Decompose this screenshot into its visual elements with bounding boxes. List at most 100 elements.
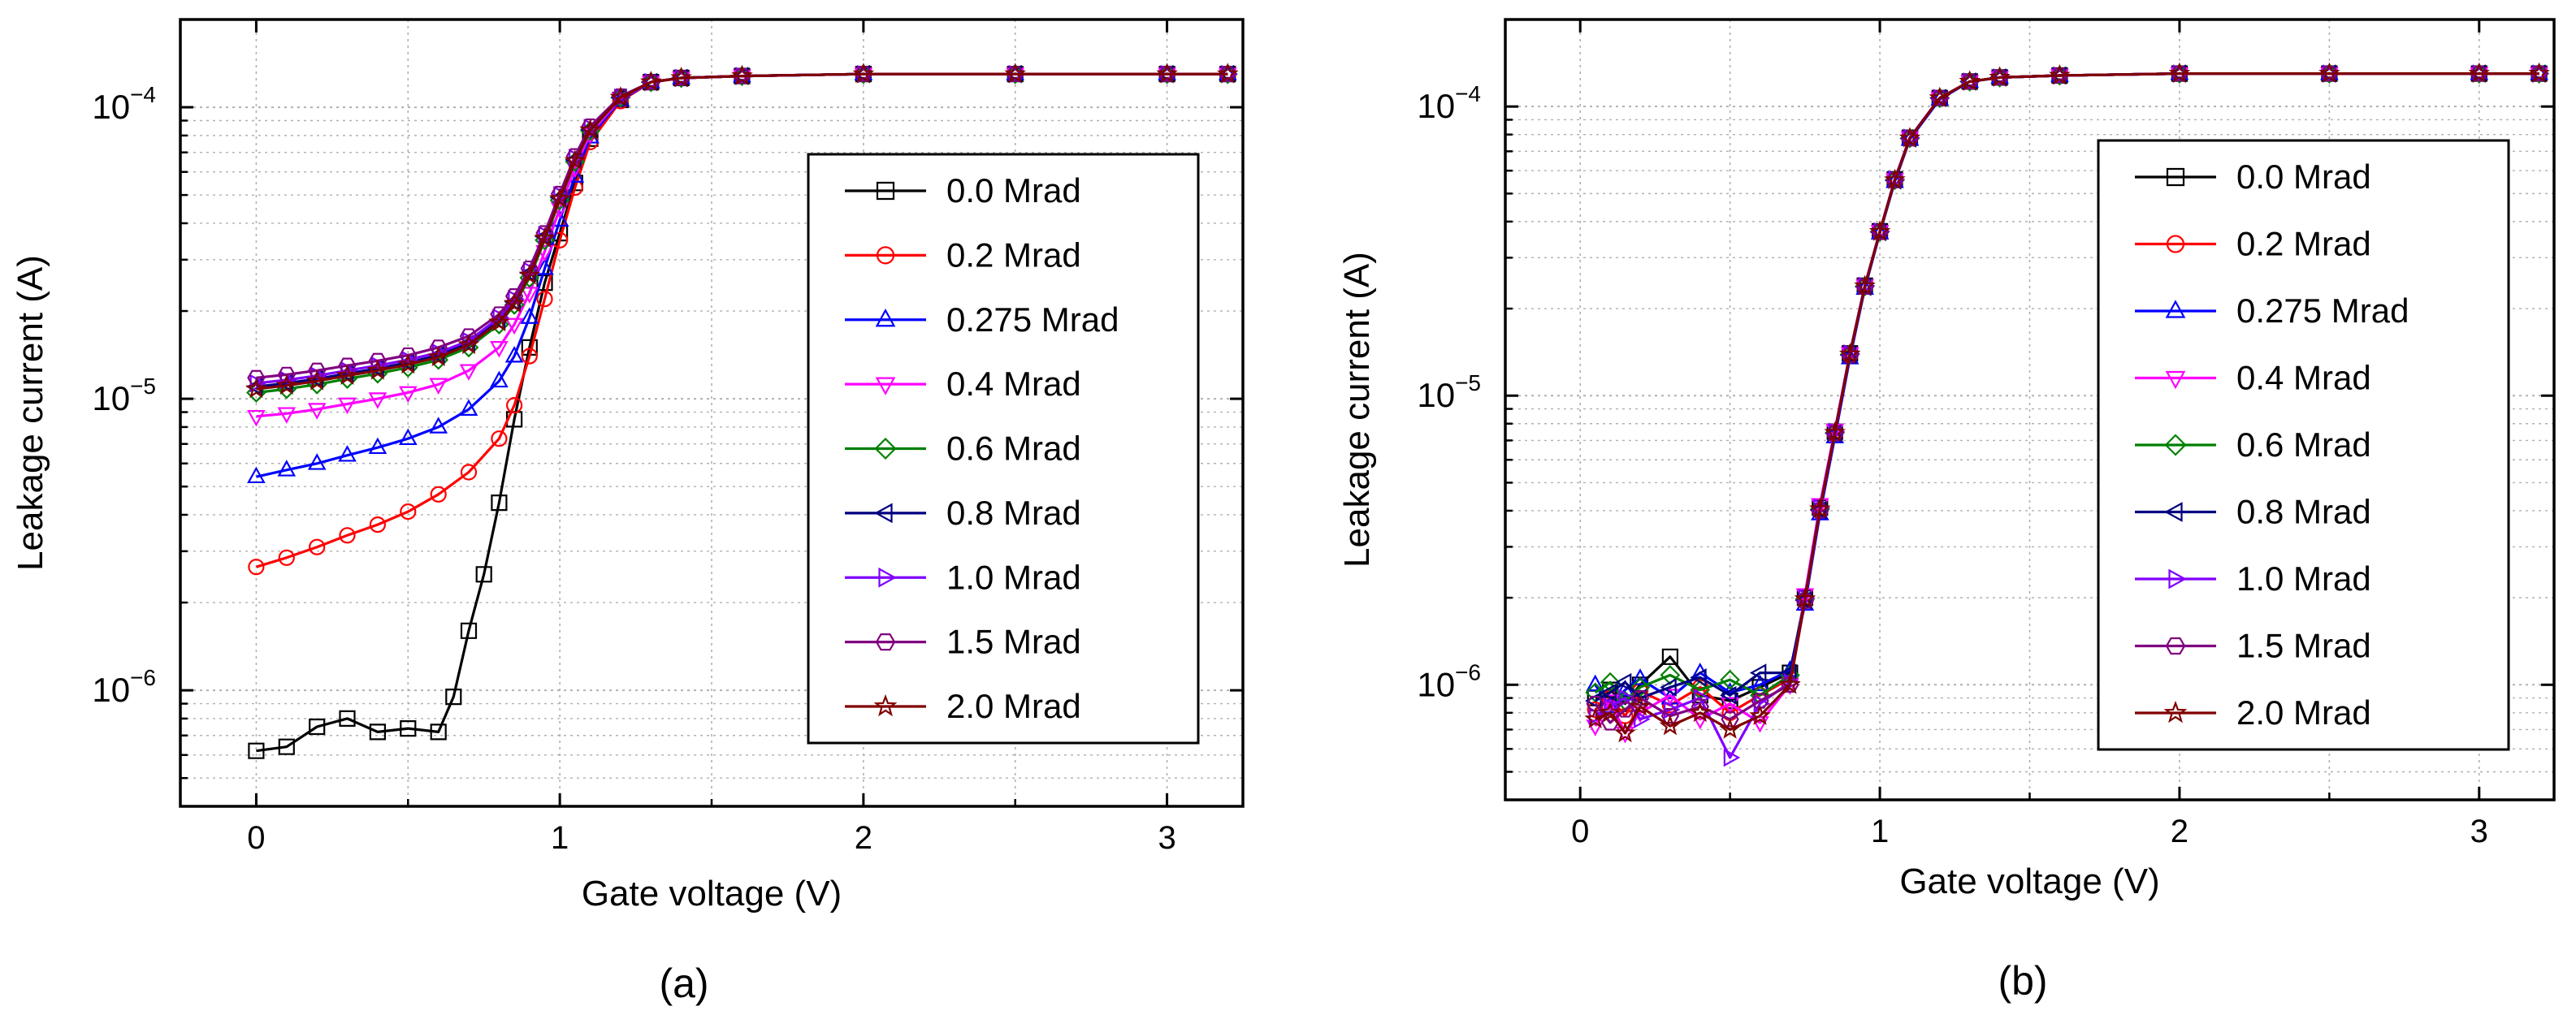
legend-entry: 0.0 Mrad xyxy=(2135,158,2371,196)
legend-label: 0.4 Mrad xyxy=(2236,359,2371,397)
data-point xyxy=(536,291,553,308)
legend-entry: 0.2 Mrad xyxy=(845,235,1081,274)
data-point xyxy=(1794,587,1816,609)
data-point xyxy=(1660,689,1680,706)
legend-entry: 0.4 Mrad xyxy=(2135,359,2371,397)
y-tick-label: 10−4 xyxy=(92,82,156,126)
legend-label: 0.4 Mrad xyxy=(946,365,1081,403)
legend-marker xyxy=(2165,637,2186,655)
legend-marker xyxy=(875,308,896,327)
data-point xyxy=(1618,689,1636,707)
data-point xyxy=(1719,718,1741,739)
legend-entry: 0.275 Mrad xyxy=(845,300,1119,339)
data-point xyxy=(1659,715,1682,736)
data-point xyxy=(307,403,327,420)
data-point xyxy=(1004,63,1026,84)
data-point xyxy=(248,742,265,759)
y-tick-label: 10−5 xyxy=(1417,370,1481,414)
data-point xyxy=(338,397,357,415)
data-point xyxy=(1884,168,1906,190)
data-point xyxy=(852,63,875,84)
data-point xyxy=(1719,685,1737,705)
data-point xyxy=(247,409,266,427)
data-point xyxy=(248,559,265,576)
data-point xyxy=(1751,674,1769,692)
data-point xyxy=(518,264,541,285)
data-point xyxy=(445,688,462,706)
data-point xyxy=(503,292,526,313)
legend-entry: 0.4 Mrad xyxy=(845,365,1081,403)
data-point xyxy=(339,527,356,544)
data-point xyxy=(1825,425,1844,442)
data-point xyxy=(278,549,295,566)
legend-label: 0.0 Mrad xyxy=(2236,158,2371,196)
x-tick-label: 3 xyxy=(1158,820,1175,856)
legend-marker xyxy=(2165,370,2186,390)
data-point xyxy=(2318,62,2340,83)
data-point xyxy=(491,494,508,512)
data-point xyxy=(504,288,524,305)
legend-entry: 0.275 Mrad xyxy=(2135,292,2409,330)
legend-entry: 0.6 Mrad xyxy=(2135,425,2371,464)
legend-marker xyxy=(2164,502,2183,522)
data-point xyxy=(1690,667,1707,687)
legend-label: 0.6 Mrad xyxy=(2236,425,2371,464)
legend-label: 1.5 Mrad xyxy=(946,623,1081,661)
data-point xyxy=(1751,693,1769,709)
legend-marker xyxy=(876,246,895,265)
legend-marker xyxy=(875,377,896,395)
data-point xyxy=(640,71,662,92)
data-point xyxy=(457,333,480,355)
data-point xyxy=(1660,665,1681,685)
data-point xyxy=(1779,673,1801,694)
legend-marker xyxy=(2164,434,2187,456)
legend-marker xyxy=(873,693,898,717)
x-tick-label: 1 xyxy=(1871,814,1889,849)
data-point xyxy=(309,718,326,736)
data-point xyxy=(1631,683,1649,700)
legend-marker xyxy=(2163,700,2188,723)
data-point xyxy=(1811,503,1829,519)
legend-entry: 0.0 Mrad xyxy=(845,171,1081,209)
data-point xyxy=(535,257,554,275)
data-point xyxy=(1749,704,1771,726)
data-point xyxy=(1585,682,1606,703)
data-point xyxy=(1693,689,1711,707)
data-point xyxy=(307,453,327,470)
legend-marker xyxy=(874,503,893,524)
chart-panel-b: 0 1 2 3 10−6 10−5 10−4 Gate voltage (V) Leakage … xyxy=(1337,18,2556,1004)
x-tick-label: 0 xyxy=(1571,814,1589,849)
data-point xyxy=(309,538,326,555)
legend-entry: 1.5 Mrad xyxy=(845,623,1081,661)
legend-label: 0.2 Mrad xyxy=(946,235,1081,274)
panel-label: (a) xyxy=(659,961,708,1006)
data-point xyxy=(1809,498,1831,519)
data-point xyxy=(366,359,389,380)
legend-marker xyxy=(2165,300,2186,318)
x-tick-label: 2 xyxy=(855,820,872,856)
x-tick-label: 2 xyxy=(2171,814,2189,849)
data-point xyxy=(1660,678,1677,697)
data-point xyxy=(459,399,478,416)
series-line-2-0-mrad xyxy=(256,72,1228,391)
data-point xyxy=(398,428,418,446)
data-point xyxy=(534,227,556,248)
legend-label: 2.0 Mrad xyxy=(2236,693,2371,732)
legend-label: 1.0 Mrad xyxy=(946,558,1081,596)
data-point xyxy=(305,369,328,391)
legend: 0.0 Mrad 0.2 Mrad 0.275 Mrad 0.4 Mrad 0.6 Mr… xyxy=(807,153,1200,745)
data-point xyxy=(490,306,509,322)
data-point xyxy=(277,460,297,477)
y-tick-label: 10−5 xyxy=(92,374,156,417)
data-point xyxy=(1156,63,1178,84)
data-point xyxy=(277,366,296,383)
y-tick-label: 10−6 xyxy=(1417,659,1481,703)
legend-label: 1.5 Mrad xyxy=(2236,627,2371,665)
legend-entry: 2.0 Mrad xyxy=(2135,693,2371,732)
legend-entry: 1.0 Mrad xyxy=(2135,559,2371,598)
legend-label: 0.275 Mrad xyxy=(2236,292,2409,330)
data-point xyxy=(247,369,266,386)
y-axis-title: Leakage current (A) xyxy=(1337,252,1377,568)
data-point xyxy=(369,516,386,533)
legend-label: 1.0 Mrad xyxy=(2236,559,2371,598)
